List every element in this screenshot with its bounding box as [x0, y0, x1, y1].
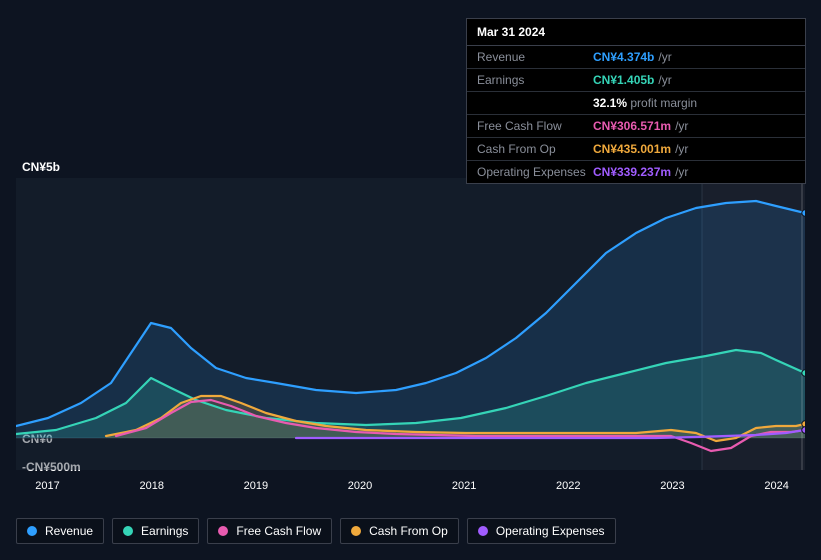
tooltip-value: CN¥306.571m	[593, 119, 671, 133]
legend-item[interactable]: Revenue	[16, 518, 104, 544]
legend-item[interactable]: Earnings	[112, 518, 199, 544]
tooltip-value: CN¥435.001m	[593, 142, 671, 156]
tooltip-suffix: /yr	[675, 165, 688, 179]
legend-item[interactable]: Operating Expenses	[467, 518, 616, 544]
tooltip-row: 32.1% profit margin	[467, 92, 805, 115]
x-axis: 2017 2018 2019 2020 2021 2022 2023 2024	[16, 480, 805, 500]
chart-svg	[16, 178, 805, 470]
tooltip-label: Free Cash Flow	[477, 119, 593, 133]
chart-legend: Revenue Earnings Free Cash Flow Cash From O…	[16, 518, 616, 544]
tooltip-suffix: /yr	[658, 73, 671, 87]
legend-label: Revenue	[45, 524, 93, 538]
tooltip-row: Operating ExpensesCN¥339.237m/yr	[467, 161, 805, 183]
tooltip-row: Free Cash FlowCN¥306.571m/yr	[467, 115, 805, 138]
x-axis-tick: 2023	[660, 480, 684, 492]
tooltip-label: Operating Expenses	[477, 165, 593, 179]
x-axis-tick: 2021	[452, 480, 476, 492]
legend-label: Operating Expenses	[496, 524, 605, 538]
y-axis-label-top: CN¥5b	[22, 160, 60, 174]
tooltip-profit-margin: 32.1%	[593, 96, 627, 110]
legend-label: Cash From Op	[369, 524, 448, 538]
tooltip-label: Cash From Op	[477, 142, 593, 156]
legend-label: Earnings	[141, 524, 188, 538]
legend-swatch	[27, 526, 37, 536]
tooltip-row: Cash From OpCN¥435.001m/yr	[467, 138, 805, 161]
tooltip-date: Mar 31 2024	[467, 19, 805, 46]
legend-swatch	[123, 526, 133, 536]
chart-plot-area[interactable]	[16, 178, 805, 470]
legend-swatch	[478, 526, 488, 536]
tooltip-row: EarningsCN¥1.405b/yr	[467, 69, 805, 92]
chart-tooltip: Mar 31 2024 RevenueCN¥4.374b/yrEarningsC…	[466, 18, 806, 184]
tooltip-value: CN¥1.405b	[593, 73, 654, 87]
x-axis-tick: 2019	[244, 480, 268, 492]
x-axis-tick: 2022	[556, 480, 580, 492]
x-axis-tick: 2024	[764, 480, 788, 492]
tooltip-suffix: /yr	[675, 119, 688, 133]
x-axis-tick: 2020	[348, 480, 372, 492]
legend-label: Free Cash Flow	[236, 524, 321, 538]
x-axis-tick: 2018	[139, 480, 163, 492]
tooltip-value: CN¥4.374b	[593, 50, 654, 64]
tooltip-suffix: /yr	[658, 50, 671, 64]
tooltip-row: RevenueCN¥4.374b/yr	[467, 46, 805, 69]
tooltip-label: Earnings	[477, 73, 593, 87]
legend-swatch	[351, 526, 361, 536]
legend-swatch	[218, 526, 228, 536]
financials-chart-root: { "tooltip": { "title": "Mar 31 2024", "…	[0, 0, 821, 560]
legend-item[interactable]: Free Cash Flow	[207, 518, 332, 544]
tooltip-label: Revenue	[477, 50, 593, 64]
x-axis-tick: 2017	[35, 480, 59, 492]
tooltip-suffix: /yr	[675, 142, 688, 156]
legend-item[interactable]: Cash From Op	[340, 518, 459, 544]
tooltip-value: CN¥339.237m	[593, 165, 671, 179]
